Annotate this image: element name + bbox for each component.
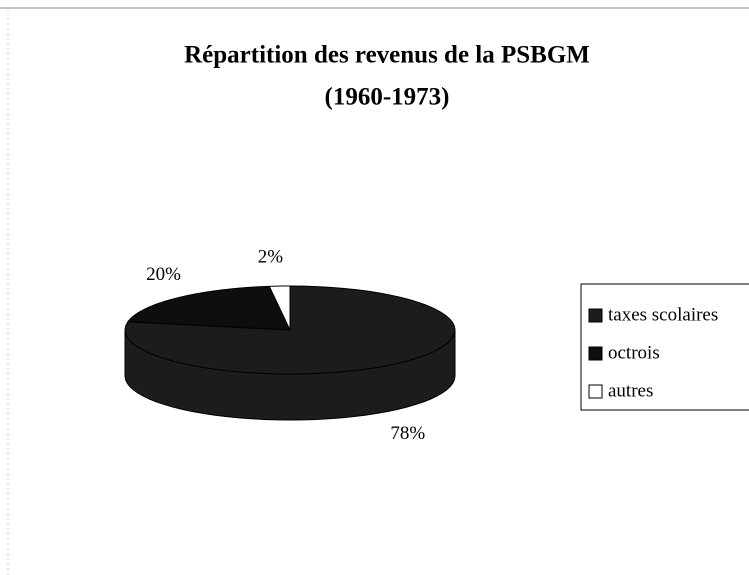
- data-label: 20%: [146, 264, 181, 285]
- legend-swatch: [588, 346, 603, 361]
- legend-swatch: [588, 384, 603, 399]
- pie-slice: [268, 285, 291, 331]
- legend-box: [580, 283, 749, 411]
- data-label: 2%: [258, 246, 284, 267]
- legend-label: octrois: [608, 342, 660, 363]
- legend-label: taxes scolaires: [608, 304, 718, 325]
- legend-swatch: [588, 308, 603, 323]
- legend-label: autres: [608, 380, 653, 401]
- data-label: 78%: [390, 423, 425, 444]
- chart-title: Répartition des revenus de la PSBGM: [184, 42, 590, 69]
- chart-subtitle: (1960-1973): [325, 84, 450, 111]
- pie-slice: [126, 285, 291, 331]
